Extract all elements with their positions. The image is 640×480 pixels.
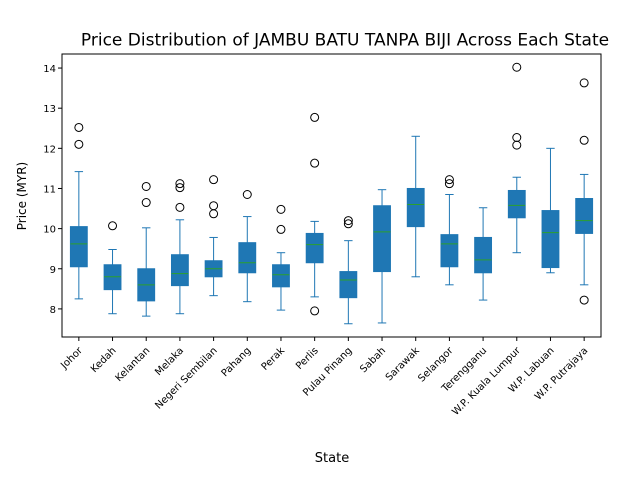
- outlier-point: [512, 140, 522, 150]
- outlier-point: [512, 132, 522, 142]
- box-group: [406, 135, 425, 278]
- outlier-point: [343, 219, 353, 229]
- box-body: [339, 271, 358, 299]
- x-tick-label: Perak: [260, 345, 288, 373]
- box-group: [137, 181, 156, 317]
- box-group: [204, 175, 223, 297]
- outlier-point: [310, 306, 320, 316]
- outlier-point: [579, 295, 589, 305]
- box-body: [406, 187, 425, 228]
- x-tick-label: Kedah: [89, 345, 119, 375]
- outlier-point: [209, 209, 219, 219]
- outlier-point: [276, 224, 286, 234]
- box-group: [238, 189, 257, 303]
- outlier-point: [579, 135, 589, 145]
- box-group: [170, 179, 189, 315]
- box-body: [272, 264, 290, 288]
- x-tick-label: Sabah: [358, 345, 388, 375]
- box-group: [440, 175, 459, 286]
- outlier-point: [512, 62, 522, 72]
- x-tick-label: Negeri Sembilan: [153, 345, 219, 411]
- box-body: [170, 254, 189, 287]
- y-tick-label: 13: [43, 104, 56, 115]
- outlier-point: [444, 179, 454, 189]
- y-tick-label: 9: [50, 265, 56, 276]
- outlier-point: [444, 175, 454, 185]
- x-tick-label: Kelantan: [114, 345, 153, 384]
- box-group: [541, 147, 560, 274]
- box-body: [305, 232, 324, 264]
- box-group: [305, 112, 324, 316]
- box-group: [339, 216, 358, 325]
- plot-frame: [61, 53, 602, 338]
- y-tick-label: 10: [43, 225, 56, 236]
- outlier-point: [175, 179, 185, 189]
- box-body: [507, 189, 526, 219]
- outlier-point: [141, 181, 151, 191]
- y-tick-label: 14: [43, 64, 56, 75]
- x-tick-label: Perlis: [294, 345, 321, 372]
- y-axis-label: Price (MYR): [15, 162, 29, 230]
- box-body: [474, 236, 493, 274]
- outlier-point: [108, 221, 118, 231]
- box-body: [69, 226, 88, 268]
- box-body: [541, 210, 560, 269]
- outlier-point: [209, 175, 219, 185]
- outlier-point: [74, 139, 84, 149]
- box-group: [69, 122, 88, 300]
- box-body: [238, 242, 257, 274]
- outlier-point: [74, 122, 84, 132]
- box-group: [373, 189, 391, 324]
- y-tick-label: 12: [43, 144, 56, 155]
- y-tick-label: 8: [50, 305, 56, 316]
- box-group: [474, 207, 493, 301]
- chart-title: Price Distribution of JAMBU BATU TANPA B…: [81, 31, 609, 51]
- outlier-point: [343, 216, 353, 226]
- box-group: [103, 221, 122, 315]
- box-body: [440, 234, 459, 268]
- box-body: [575, 198, 594, 234]
- box-group: [575, 78, 594, 305]
- outlier-point: [579, 78, 589, 88]
- x-tick-label: Johor: [58, 345, 85, 372]
- outlier-point: [209, 201, 219, 211]
- x-tick-label: Melaka: [153, 345, 186, 378]
- box-group: [507, 62, 526, 254]
- outlier-point: [175, 183, 185, 193]
- y-tick-label: 11: [43, 184, 56, 195]
- outlier-point: [175, 202, 185, 212]
- outlier-point: [310, 112, 320, 122]
- outlier-point: [310, 158, 320, 168]
- box-body: [373, 205, 391, 273]
- outlier-point: [141, 198, 151, 208]
- outlier-point: [242, 189, 252, 199]
- box-group: [272, 204, 290, 311]
- x-tick-label: Pahang: [220, 345, 254, 379]
- outlier-point: [276, 204, 286, 214]
- x-axis-label: State: [315, 451, 349, 466]
